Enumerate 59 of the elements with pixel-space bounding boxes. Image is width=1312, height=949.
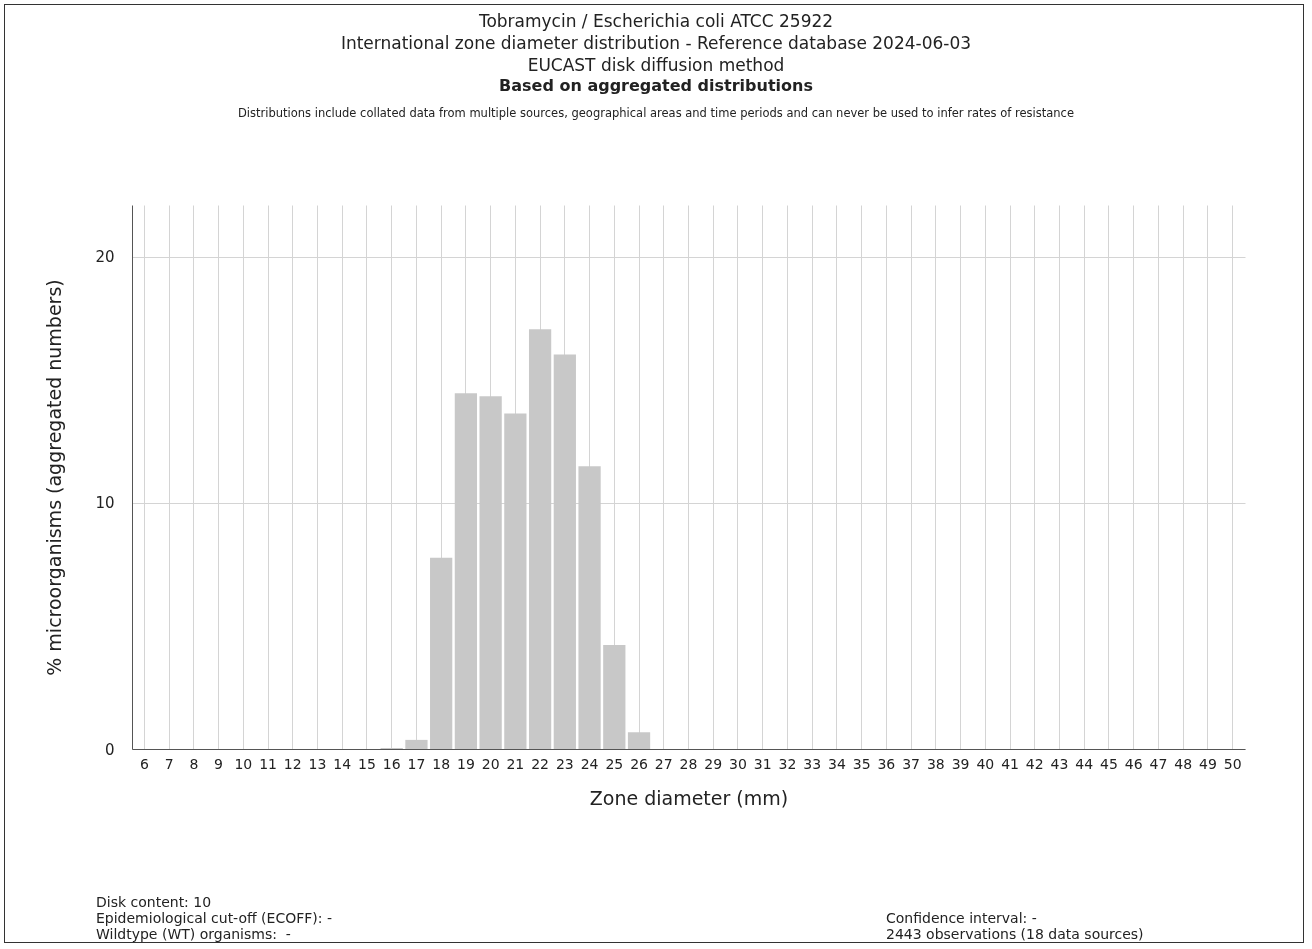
x-tick-label: 46 [1124, 755, 1143, 772]
x-tick-label: 30 [729, 755, 747, 772]
x-tick-label: 17 [407, 755, 426, 772]
x-tick-label: 10 [234, 755, 253, 772]
x-tick-label: 24 [580, 755, 599, 772]
x-tick-label: 27 [654, 755, 673, 772]
x-tick-label: 19 [456, 755, 475, 772]
x-tick-label: 31 [753, 755, 772, 772]
text: Epidemiological cut-off (ECOFF): - [96, 910, 332, 926]
y-tick-label: 20 [95, 248, 115, 267]
x-tick-label: 8 [189, 755, 199, 772]
x-tick-label: 28 [679, 755, 698, 772]
chart-title: Tobramycin / Escherichia coli ATCC 25922 [477, 10, 835, 32]
text: Wildtype (WT) organisms: - [96, 926, 292, 942]
x-tick-label: 33 [803, 755, 822, 772]
x-tick-label: 48 [1174, 755, 1193, 772]
x-tick-label: 42 [1025, 755, 1044, 772]
x-tick-label: 39 [951, 755, 970, 772]
text: Distributions include collated data from multiple sources, geographical areas and time periods and can never be used to infer rates of resistance [237, 106, 1075, 120]
x-tick-label: 15 [358, 755, 376, 772]
x-tick-label: 43 [1050, 755, 1069, 772]
x-axis-title: Zone diameter (mm) [589, 786, 789, 809]
x-tick-label: 9 [214, 755, 224, 772]
x-tick-label: 23 [555, 755, 574, 772]
x-tick-label: 20 [481, 755, 500, 772]
x-tick-label: 50 [1223, 755, 1242, 772]
chart-subtitle: International zone diameter distribution - Reference database 2024-06-03 EUCAST disk diffusion method [339, 32, 973, 76]
x-tick-label: 32 [778, 755, 797, 772]
text: Confidence interval: - [886, 910, 1038, 926]
x-tick-label: 18 [432, 755, 451, 772]
x-tick-label: 6 [139, 755, 149, 772]
x-tick-label: 12 [283, 755, 302, 772]
x-tick-label: 41 [1001, 755, 1019, 772]
x-tick-label: 11 [259, 755, 277, 772]
x-tick-label: 36 [877, 755, 896, 772]
y-tick-label: 0 [104, 740, 115, 759]
x-tick-label: 34 [827, 755, 846, 772]
y-tick-label: 10 [95, 494, 115, 513]
x-tick-label: 13 [308, 755, 327, 772]
x-tick-label: 35 [852, 755, 871, 772]
x-tick-label: 22 [531, 755, 550, 772]
x-tick-label: 49 [1198, 755, 1217, 772]
text: Disk content: 10 [96, 894, 213, 910]
x-tick-label: 40 [976, 755, 995, 772]
x-tick-label: 21 [506, 755, 525, 772]
x-tick-label: 45 [1100, 755, 1118, 772]
x-tick-label: 7 [164, 755, 174, 772]
x-tick-label: 37 [902, 755, 921, 772]
x-tick-label: 29 [704, 755, 723, 772]
x-tick-label: 25 [605, 755, 624, 772]
text: 2443 observations (18 data sources) [886, 926, 1144, 942]
y-axis-title: % microorganisms (aggregated numbers) [43, 279, 66, 676]
x-tick-label: 38 [926, 755, 945, 772]
x-tick-label: 44 [1075, 755, 1094, 772]
text: Based on aggregated distributions [498, 76, 814, 95]
x-tick-label: 16 [382, 755, 401, 772]
x-tick-label: 26 [630, 755, 649, 772]
x-tick-label: 47 [1149, 755, 1168, 772]
x-tick-label: 14 [333, 755, 352, 772]
